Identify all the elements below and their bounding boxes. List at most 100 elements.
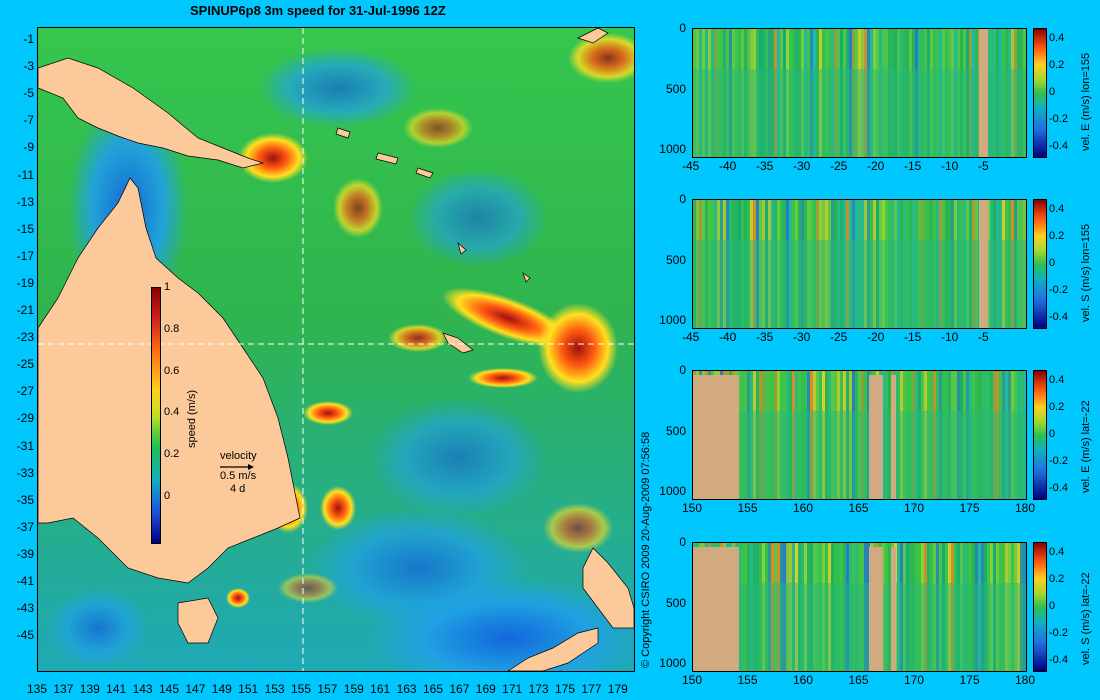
section-colorbar-tick: -0.2 [1049, 284, 1068, 296]
map-lon-tick: 169 [475, 682, 496, 696]
section-depth-tick: 1000 [659, 656, 686, 670]
speed-colorbar-tick: 0 [164, 490, 171, 502]
map-lat-tick: -27 [16, 384, 34, 399]
section-x-tick: -35 [756, 159, 774, 173]
map-lat-tick: -17 [16, 248, 34, 263]
section-x-tick: -35 [756, 330, 774, 344]
section-x-tick: -40 [719, 159, 737, 173]
velocity-key: velocity 0.5 m/s 4 d [220, 450, 280, 496]
section-depth-tick: 500 [665, 424, 686, 438]
section-x-tick: -25 [830, 330, 848, 344]
map-lon-tick: 159 [343, 682, 364, 696]
section-depth-tick: 0 [679, 192, 686, 206]
map-lon-tick: 165 [422, 682, 444, 696]
map-lat-tick: -45 [16, 628, 34, 643]
map-lon-tick: 175 [554, 682, 576, 696]
land-masses [38, 28, 634, 671]
map-lon-tick: 139 [79, 682, 100, 696]
map-lon-tick: 149 [211, 682, 232, 696]
speed-colorbar-tick: 0.6 [164, 364, 180, 377]
section-x-tick: -20 [867, 159, 885, 173]
section-colorbar-tick: 0.2 [1049, 59, 1065, 71]
section-depth-tick: 0 [679, 535, 686, 549]
section-x-tick: 180 [1015, 501, 1036, 515]
map-lon-tick: 177 [581, 682, 602, 696]
section-field-4 [693, 543, 1026, 671]
velocity-key-arrow [220, 464, 254, 470]
map-title: SPINUP6p8 3m speed for 31-Jul-1996 12Z [190, 3, 446, 18]
map-lat-tick: -5 [23, 86, 34, 101]
section-x-tick: -40 [719, 330, 737, 344]
section-x-tick: -15 [904, 159, 922, 173]
section-x-tick: -5 [978, 159, 989, 173]
fast-current-eddies [226, 33, 634, 608]
map-lat-tick: -1 [23, 32, 34, 46]
map-lon-tick: 167 [449, 682, 470, 696]
map-lat-tick: -41 [16, 574, 34, 588]
section-depth-tick: 500 [665, 82, 686, 96]
section-depth-tick: 0 [679, 363, 686, 377]
section-x-tick: -45 [682, 159, 700, 173]
velocity-key-title: velocity [220, 450, 257, 462]
section-panel-4 [692, 542, 1027, 672]
section-colorbar-tick: 0 [1049, 257, 1056, 269]
section-panel-3 [692, 370, 1027, 500]
map-lon-tick: 141 [106, 682, 127, 696]
section-x-tick: 160 [793, 673, 814, 687]
section-colorbar-tick: 0.4 [1049, 374, 1065, 386]
section-depth-tick: 500 [665, 253, 686, 267]
section-x-tick: -25 [830, 159, 848, 173]
section-x-tick: -10 [941, 159, 959, 173]
speed-colorbar-tick: 0.4 [164, 406, 180, 419]
map-lon-tick: 153 [264, 682, 285, 696]
section-x-tick: 180 [1015, 673, 1036, 687]
section-colorbar-tick: -0.4 [1049, 482, 1068, 494]
section-x-tick: 165 [848, 501, 869, 515]
section-x-tick: 150 [682, 673, 703, 687]
map-lon-tick: 151 [238, 682, 259, 696]
speed-map [37, 27, 635, 672]
section-colorbar-tick: 0.4 [1049, 32, 1065, 44]
speed-colorbar-tick: 1 [164, 281, 171, 293]
section-depth-tick: 1000 [659, 313, 686, 327]
map-lon-tick: 157 [317, 682, 338, 696]
section-x-tick: -5 [978, 330, 989, 344]
section-colorbar-tick: -0.2 [1049, 113, 1068, 125]
section-colorbar-tick: -0.4 [1049, 140, 1068, 152]
section-field-3 [693, 371, 1026, 499]
section-colorbar-tick: 0.2 [1049, 573, 1065, 585]
section-x-tick: -20 [867, 330, 885, 344]
section-x-tick: 165 [848, 673, 869, 687]
section-x-tick: -10 [941, 330, 959, 344]
map-lat-tick: -31 [16, 438, 34, 453]
section-depth-tick: 1000 [659, 142, 686, 156]
section-colorbar-label: vel. S (m/s) lat=-22 [1080, 572, 1092, 665]
section-field-2 [693, 200, 1026, 328]
section-colorbar-tick: 0 [1049, 428, 1056, 440]
section-x-tick: -45 [682, 330, 700, 344]
section-x-tick: 155 [737, 501, 758, 515]
section-depth-tick: 1000 [659, 484, 686, 498]
section-colorbar-tick: 0.4 [1049, 546, 1065, 558]
section-colorbar-tick: 0.2 [1049, 401, 1065, 413]
section-colorbar-label: vel. S (m/s) lon=155 [1080, 223, 1092, 322]
map-lon-tick: 147 [185, 682, 206, 696]
section-x-tick: 170 [904, 673, 925, 687]
map-lat-tick: -37 [16, 519, 34, 534]
section-x-tick: -30 [793, 159, 811, 173]
section-x-tick: -30 [793, 330, 811, 344]
map-lat-tick: -23 [16, 330, 34, 345]
velocity-key-scale: 0.5 m/s [220, 470, 257, 482]
map-lat-tick: -25 [16, 357, 34, 372]
speed-map-canvas [38, 28, 634, 671]
section-colorbar-tick: 0.2 [1049, 230, 1065, 242]
map-lat-tick: -15 [16, 221, 34, 236]
section-x-tick: 150 [682, 501, 703, 515]
map-lon-tick: 171 [502, 682, 523, 696]
copyright-notice: © Copyright CSIRO 2009 20-Aug-2009 07:56… [640, 431, 652, 668]
section-x-tick: 160 [793, 501, 814, 515]
section-field-1 [693, 29, 1026, 157]
map-lat-tick: -33 [16, 465, 34, 480]
map-lat-tick: -3 [23, 59, 34, 74]
section-x-tick: 155 [737, 673, 758, 687]
